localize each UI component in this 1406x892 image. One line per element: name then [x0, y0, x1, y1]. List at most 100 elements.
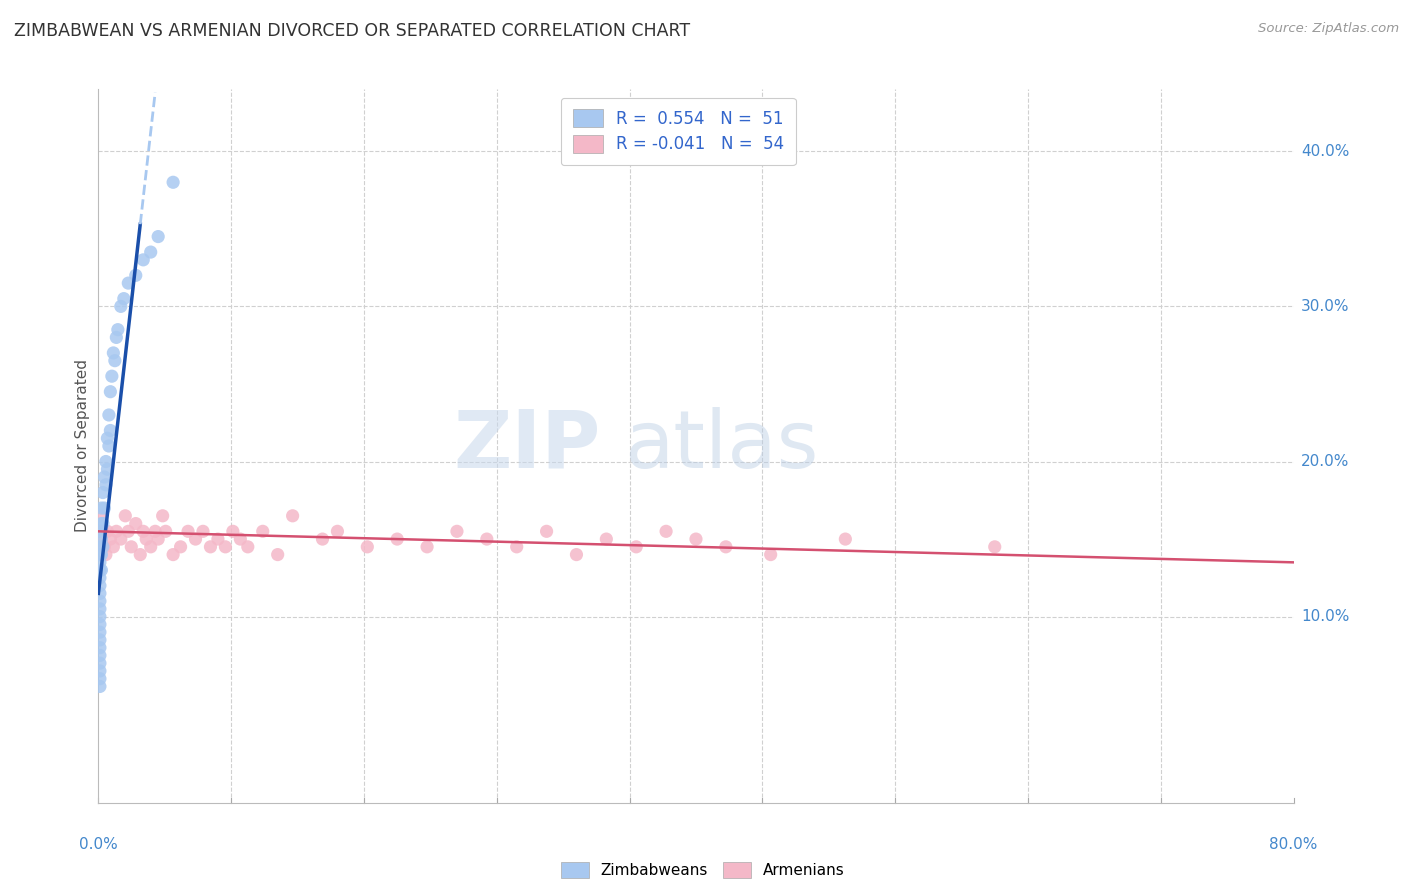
Text: 30.0%: 30.0% [1301, 299, 1350, 314]
Point [103, 346, 125, 360]
Point [135, 532, 157, 546]
Point [96, 524, 118, 539]
Point [107, 323, 129, 337]
Point [207, 532, 229, 546]
Point [191, 524, 214, 539]
Point [281, 508, 304, 523]
Point [90, 563, 112, 577]
Point [117, 276, 139, 290]
Point [91, 524, 114, 539]
Point [132, 524, 155, 539]
Text: atlas: atlas [624, 407, 818, 485]
Point [91, 485, 114, 500]
Point [129, 548, 152, 562]
Point [385, 532, 409, 546]
Point [685, 532, 707, 546]
Point [90, 501, 112, 516]
Point [117, 524, 139, 539]
Point [139, 540, 162, 554]
Point [89, 617, 111, 632]
Point [714, 540, 737, 554]
Point [125, 516, 148, 531]
Point [89, 571, 111, 585]
Point [169, 540, 191, 554]
Point [93, 540, 115, 554]
Point [105, 330, 128, 344]
Point [155, 524, 177, 539]
Point [229, 532, 252, 546]
Point [983, 540, 1005, 554]
Point [200, 540, 222, 554]
Text: 40.0%: 40.0% [1301, 144, 1350, 159]
Point [89, 672, 111, 686]
Point [565, 548, 588, 562]
Point [98, 424, 122, 438]
Point [104, 353, 127, 368]
Point [91, 516, 114, 531]
Point [162, 175, 184, 189]
Point [94, 454, 117, 468]
Legend: R =  0.554   N =  51, R = -0.041   N =  54: R = 0.554 N = 51, R = -0.041 N = 54 [561, 97, 796, 165]
Point [89, 648, 111, 663]
Point [105, 524, 128, 539]
Point [93, 501, 115, 516]
Point [222, 524, 245, 539]
Point [89, 555, 111, 569]
Point [110, 532, 132, 546]
Point [148, 532, 170, 546]
Point [759, 548, 782, 562]
Point [125, 268, 148, 283]
Point [89, 540, 111, 554]
Point [89, 594, 111, 608]
Point [624, 540, 647, 554]
Point [139, 245, 162, 260]
Point [90, 532, 112, 546]
Point [101, 369, 124, 384]
Point [267, 548, 290, 562]
Point [103, 540, 125, 554]
Legend: Zimbabweans, Armenians: Zimbabweans, Armenians [555, 855, 851, 884]
Text: 20.0%: 20.0% [1301, 454, 1350, 469]
Y-axis label: Divorced or Separated: Divorced or Separated [75, 359, 90, 533]
Point [834, 532, 856, 546]
Point [311, 532, 333, 546]
Point [132, 252, 155, 267]
Point [89, 632, 111, 647]
Point [91, 540, 114, 554]
Point [98, 384, 122, 399]
Text: 0.0%: 0.0% [79, 837, 118, 852]
Point [655, 524, 678, 539]
Point [177, 524, 200, 539]
Point [143, 524, 166, 539]
Point [184, 532, 207, 546]
Point [89, 579, 111, 593]
Point [162, 548, 184, 562]
Point [236, 540, 259, 554]
Point [90, 532, 112, 546]
Point [89, 656, 111, 670]
Point [94, 548, 117, 562]
Point [90, 548, 112, 562]
Text: 10.0%: 10.0% [1301, 609, 1350, 624]
Point [595, 532, 617, 546]
Point [89, 609, 111, 624]
Point [89, 625, 111, 640]
Point [89, 680, 111, 694]
Point [89, 508, 111, 523]
Text: ZIMBABWEAN VS ARMENIAN DIVORCED OR SEPARATED CORRELATION CHART: ZIMBABWEAN VS ARMENIAN DIVORCED OR SEPAR… [14, 22, 690, 40]
Point [536, 524, 558, 539]
Point [416, 540, 439, 554]
Text: Source: ZipAtlas.com: Source: ZipAtlas.com [1258, 22, 1399, 36]
Point [89, 602, 111, 616]
Point [90, 516, 112, 531]
Point [446, 524, 468, 539]
Point [326, 524, 349, 539]
Point [89, 548, 111, 562]
Point [96, 431, 118, 445]
Point [114, 508, 136, 523]
Point [89, 563, 111, 577]
Point [98, 532, 122, 546]
Point [93, 470, 115, 484]
Point [97, 439, 120, 453]
Point [148, 229, 170, 244]
